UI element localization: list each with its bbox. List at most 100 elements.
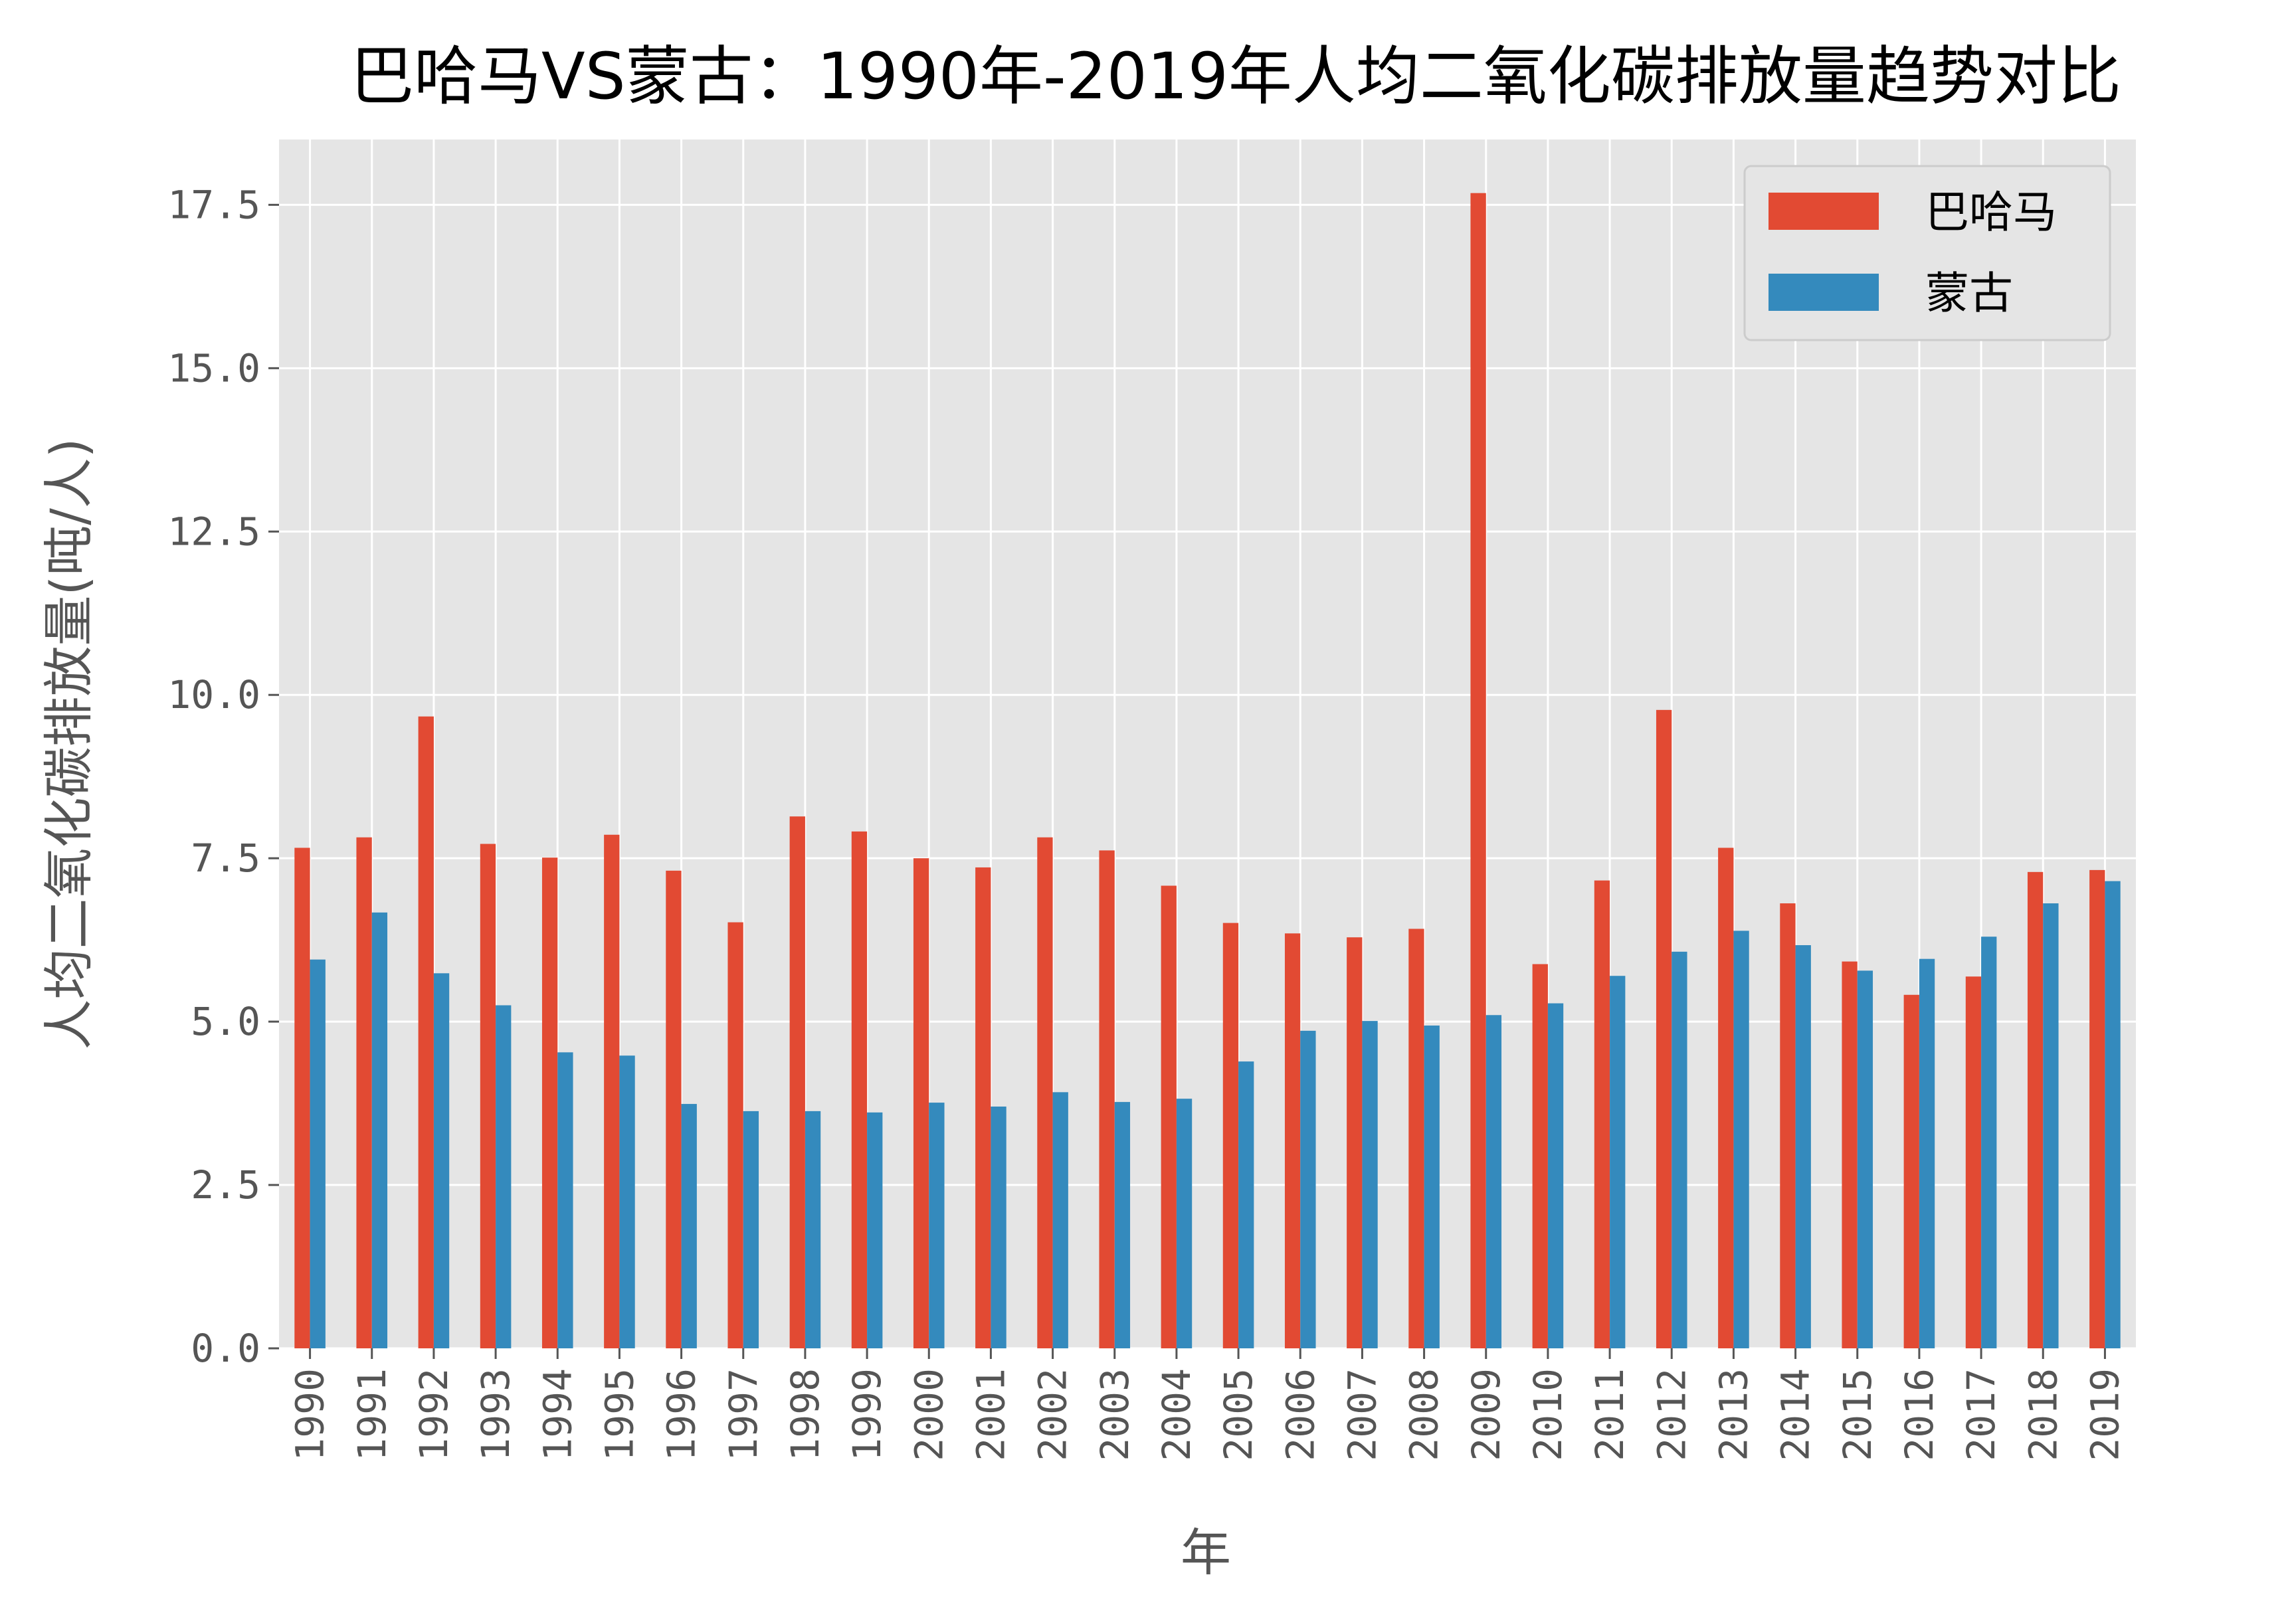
y-tick-label: 5.0 bbox=[191, 999, 260, 1044]
x-tick-label: 2012 bbox=[1649, 1368, 1694, 1461]
x-tick-label: 1992 bbox=[411, 1368, 456, 1461]
bar-mongolia-2007 bbox=[1362, 1021, 1378, 1348]
bar-mongolia-1995 bbox=[619, 1055, 635, 1348]
bar-bahamas-2010 bbox=[1532, 964, 1548, 1348]
bar-mongolia-2017 bbox=[1981, 937, 1997, 1348]
x-tick-label: 2007 bbox=[1339, 1368, 1385, 1461]
bar-mongolia-2014 bbox=[1795, 945, 1811, 1348]
bar-bahamas-1991 bbox=[356, 837, 372, 1348]
x-tick-label: 1996 bbox=[659, 1368, 704, 1461]
x-tick-label: 1990 bbox=[288, 1368, 333, 1461]
y-axis-label: 人均二氧化碳排放量(吨/人) bbox=[39, 438, 98, 1050]
x-tick-label: 1995 bbox=[597, 1368, 642, 1461]
y-tick-label: 7.5 bbox=[191, 836, 260, 881]
bar-bahamas-2014 bbox=[1780, 903, 1796, 1348]
x-tick-label: 2019 bbox=[2082, 1368, 2127, 1461]
x-tick-label: 2018 bbox=[2020, 1368, 2065, 1461]
bar-bahamas-1996 bbox=[666, 870, 682, 1348]
bar-bahamas-2006 bbox=[1284, 933, 1301, 1348]
x-tick-label: 1991 bbox=[349, 1368, 395, 1461]
bar-bahamas-2011 bbox=[1594, 880, 1610, 1348]
bar-bahamas-1992 bbox=[418, 716, 434, 1348]
bar-mongolia-2015 bbox=[1857, 970, 1873, 1348]
legend-label-mongolia: 蒙古 bbox=[1925, 268, 2013, 319]
bar-mongolia-2010 bbox=[1547, 1003, 1564, 1348]
y-tick-label: 17.5 bbox=[167, 182, 260, 227]
legend-label-bahamas: 巴哈马 bbox=[1925, 187, 2057, 238]
x-tick-label: 2003 bbox=[1092, 1368, 1137, 1461]
y-tick-label: 12.5 bbox=[167, 509, 260, 554]
bar-mongolia-2006 bbox=[1300, 1030, 1316, 1348]
x-tick-label: 2009 bbox=[1464, 1368, 1509, 1461]
bar-mongolia-2009 bbox=[1485, 1015, 1502, 1348]
x-tick-label: 2002 bbox=[1030, 1368, 1076, 1461]
chart-title: 巴哈马VS蒙古：1990年-2019年人均二氧化碳排放量趋势对比 bbox=[350, 39, 2121, 114]
bar-bahamas-2008 bbox=[1408, 929, 1424, 1348]
x-tick-label: 1993 bbox=[473, 1368, 518, 1461]
bar-bahamas-1990 bbox=[294, 848, 310, 1348]
x-axis-ticks: 1990 1991 1992 1993 1994 1995 1996 1997 1998 1999… bbox=[288, 1348, 2127, 1461]
x-tick-label: 2000 bbox=[906, 1368, 951, 1461]
bar-bahamas-1994 bbox=[541, 857, 558, 1348]
x-tick-label: 2006 bbox=[1278, 1368, 1323, 1461]
bar-mongolia-1999 bbox=[867, 1112, 883, 1348]
y-tick-label: 10.0 bbox=[167, 672, 260, 717]
bar-mongolia-1998 bbox=[805, 1111, 821, 1348]
x-tick-label: 1997 bbox=[721, 1368, 766, 1461]
bar-bahamas-2015 bbox=[1842, 961, 1858, 1348]
y-tick-label: 2.5 bbox=[191, 1162, 260, 1208]
bar-bahamas-1999 bbox=[851, 831, 868, 1348]
bar-bahamas-2017 bbox=[1965, 976, 1982, 1348]
legend-swatch-bahamas bbox=[1769, 193, 1879, 230]
bar-bahamas-1993 bbox=[480, 844, 496, 1348]
bar-mongolia-2018 bbox=[2043, 903, 2059, 1348]
x-tick-label: 2017 bbox=[1959, 1368, 2004, 1461]
y-axis-ticks: 0.0 2.5 5.0 7.5 10.0 12.5 15.0 17.5 bbox=[167, 182, 279, 1371]
bar-mongolia-2013 bbox=[1733, 931, 1749, 1348]
x-tick-label: 1994 bbox=[535, 1368, 580, 1461]
bar-mongolia-2001 bbox=[991, 1107, 1006, 1348]
bar-bahamas-2005 bbox=[1222, 923, 1239, 1348]
bar-bahamas-1998 bbox=[789, 816, 805, 1348]
bar-bahamas-2012 bbox=[1656, 709, 1672, 1348]
bar-mongolia-2002 bbox=[1052, 1092, 1068, 1348]
bar-mongolia-1991 bbox=[371, 912, 388, 1348]
x-tick-label: 1999 bbox=[844, 1368, 890, 1461]
bar-bahamas-2004 bbox=[1161, 885, 1177, 1348]
x-tick-label: 1998 bbox=[783, 1368, 828, 1461]
x-axis-label: 年 bbox=[1181, 1523, 1231, 1582]
bar-bahamas-2001 bbox=[975, 867, 991, 1348]
bar-mongolia-2008 bbox=[1424, 1026, 1440, 1348]
bar-mongolia-1996 bbox=[681, 1104, 697, 1348]
bar-mongolia-2011 bbox=[1610, 976, 1626, 1348]
bar-bahamas-2003 bbox=[1099, 850, 1115, 1348]
bar-mongolia-2000 bbox=[929, 1103, 945, 1348]
bar-bahamas-2007 bbox=[1347, 937, 1363, 1348]
x-tick-label: 2010 bbox=[1525, 1368, 1571, 1461]
x-tick-label: 2011 bbox=[1587, 1368, 1632, 1461]
bar-bahamas-2002 bbox=[1037, 837, 1053, 1348]
bars-group bbox=[294, 193, 2121, 1348]
x-tick-label: 2013 bbox=[1711, 1368, 1756, 1461]
x-tick-label: 2015 bbox=[1835, 1368, 1880, 1461]
bar-mongolia-1990 bbox=[310, 959, 326, 1348]
y-tick-label: 0.0 bbox=[191, 1326, 260, 1371]
bar-mongolia-2016 bbox=[1919, 958, 1935, 1348]
x-tick-label: 2004 bbox=[1154, 1368, 1199, 1461]
bar-bahamas-1995 bbox=[604, 834, 620, 1348]
x-tick-label: 2014 bbox=[1773, 1368, 1818, 1461]
bar-mongolia-2003 bbox=[1114, 1102, 1131, 1348]
x-tick-label: 2005 bbox=[1216, 1368, 1261, 1461]
bar-bahamas-2016 bbox=[1903, 994, 1919, 1348]
bar-bahamas-2019 bbox=[2089, 869, 2105, 1348]
bar-mongolia-2005 bbox=[1238, 1061, 1254, 1348]
bar-mongolia-1992 bbox=[433, 973, 450, 1348]
bar-mongolia-2004 bbox=[1176, 1099, 1193, 1348]
y-tick-label: 15.0 bbox=[167, 345, 260, 391]
legend: 巴哈马 蒙古 bbox=[1743, 165, 2111, 341]
bar-mongolia-2019 bbox=[2105, 881, 2121, 1348]
x-tick-label: 2008 bbox=[1402, 1368, 1447, 1461]
bar-bahamas-2000 bbox=[913, 858, 929, 1348]
bar-bahamas-2013 bbox=[1718, 848, 1734, 1348]
